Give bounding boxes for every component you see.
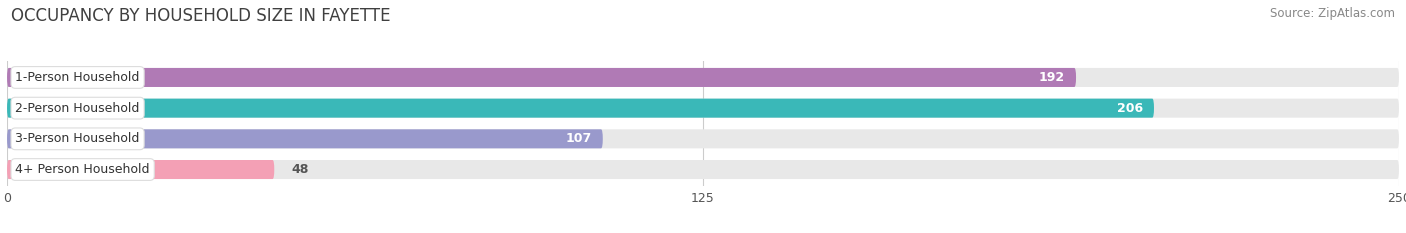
FancyBboxPatch shape [7,160,1399,179]
Text: OCCUPANCY BY HOUSEHOLD SIZE IN FAYETTE: OCCUPANCY BY HOUSEHOLD SIZE IN FAYETTE [11,7,391,25]
Text: 192: 192 [1039,71,1064,84]
Text: 3-Person Household: 3-Person Household [15,132,139,145]
Text: 48: 48 [291,163,308,176]
FancyBboxPatch shape [7,129,603,148]
FancyBboxPatch shape [7,129,1399,148]
FancyBboxPatch shape [7,68,1399,87]
Text: 1-Person Household: 1-Person Household [15,71,139,84]
FancyBboxPatch shape [7,160,274,179]
Text: Source: ZipAtlas.com: Source: ZipAtlas.com [1270,7,1395,20]
Text: 206: 206 [1116,102,1143,115]
FancyBboxPatch shape [7,99,1154,118]
Text: 107: 107 [565,132,592,145]
FancyBboxPatch shape [7,99,1399,118]
FancyBboxPatch shape [7,68,1076,87]
Text: 4+ Person Household: 4+ Person Household [15,163,150,176]
Text: 2-Person Household: 2-Person Household [15,102,139,115]
